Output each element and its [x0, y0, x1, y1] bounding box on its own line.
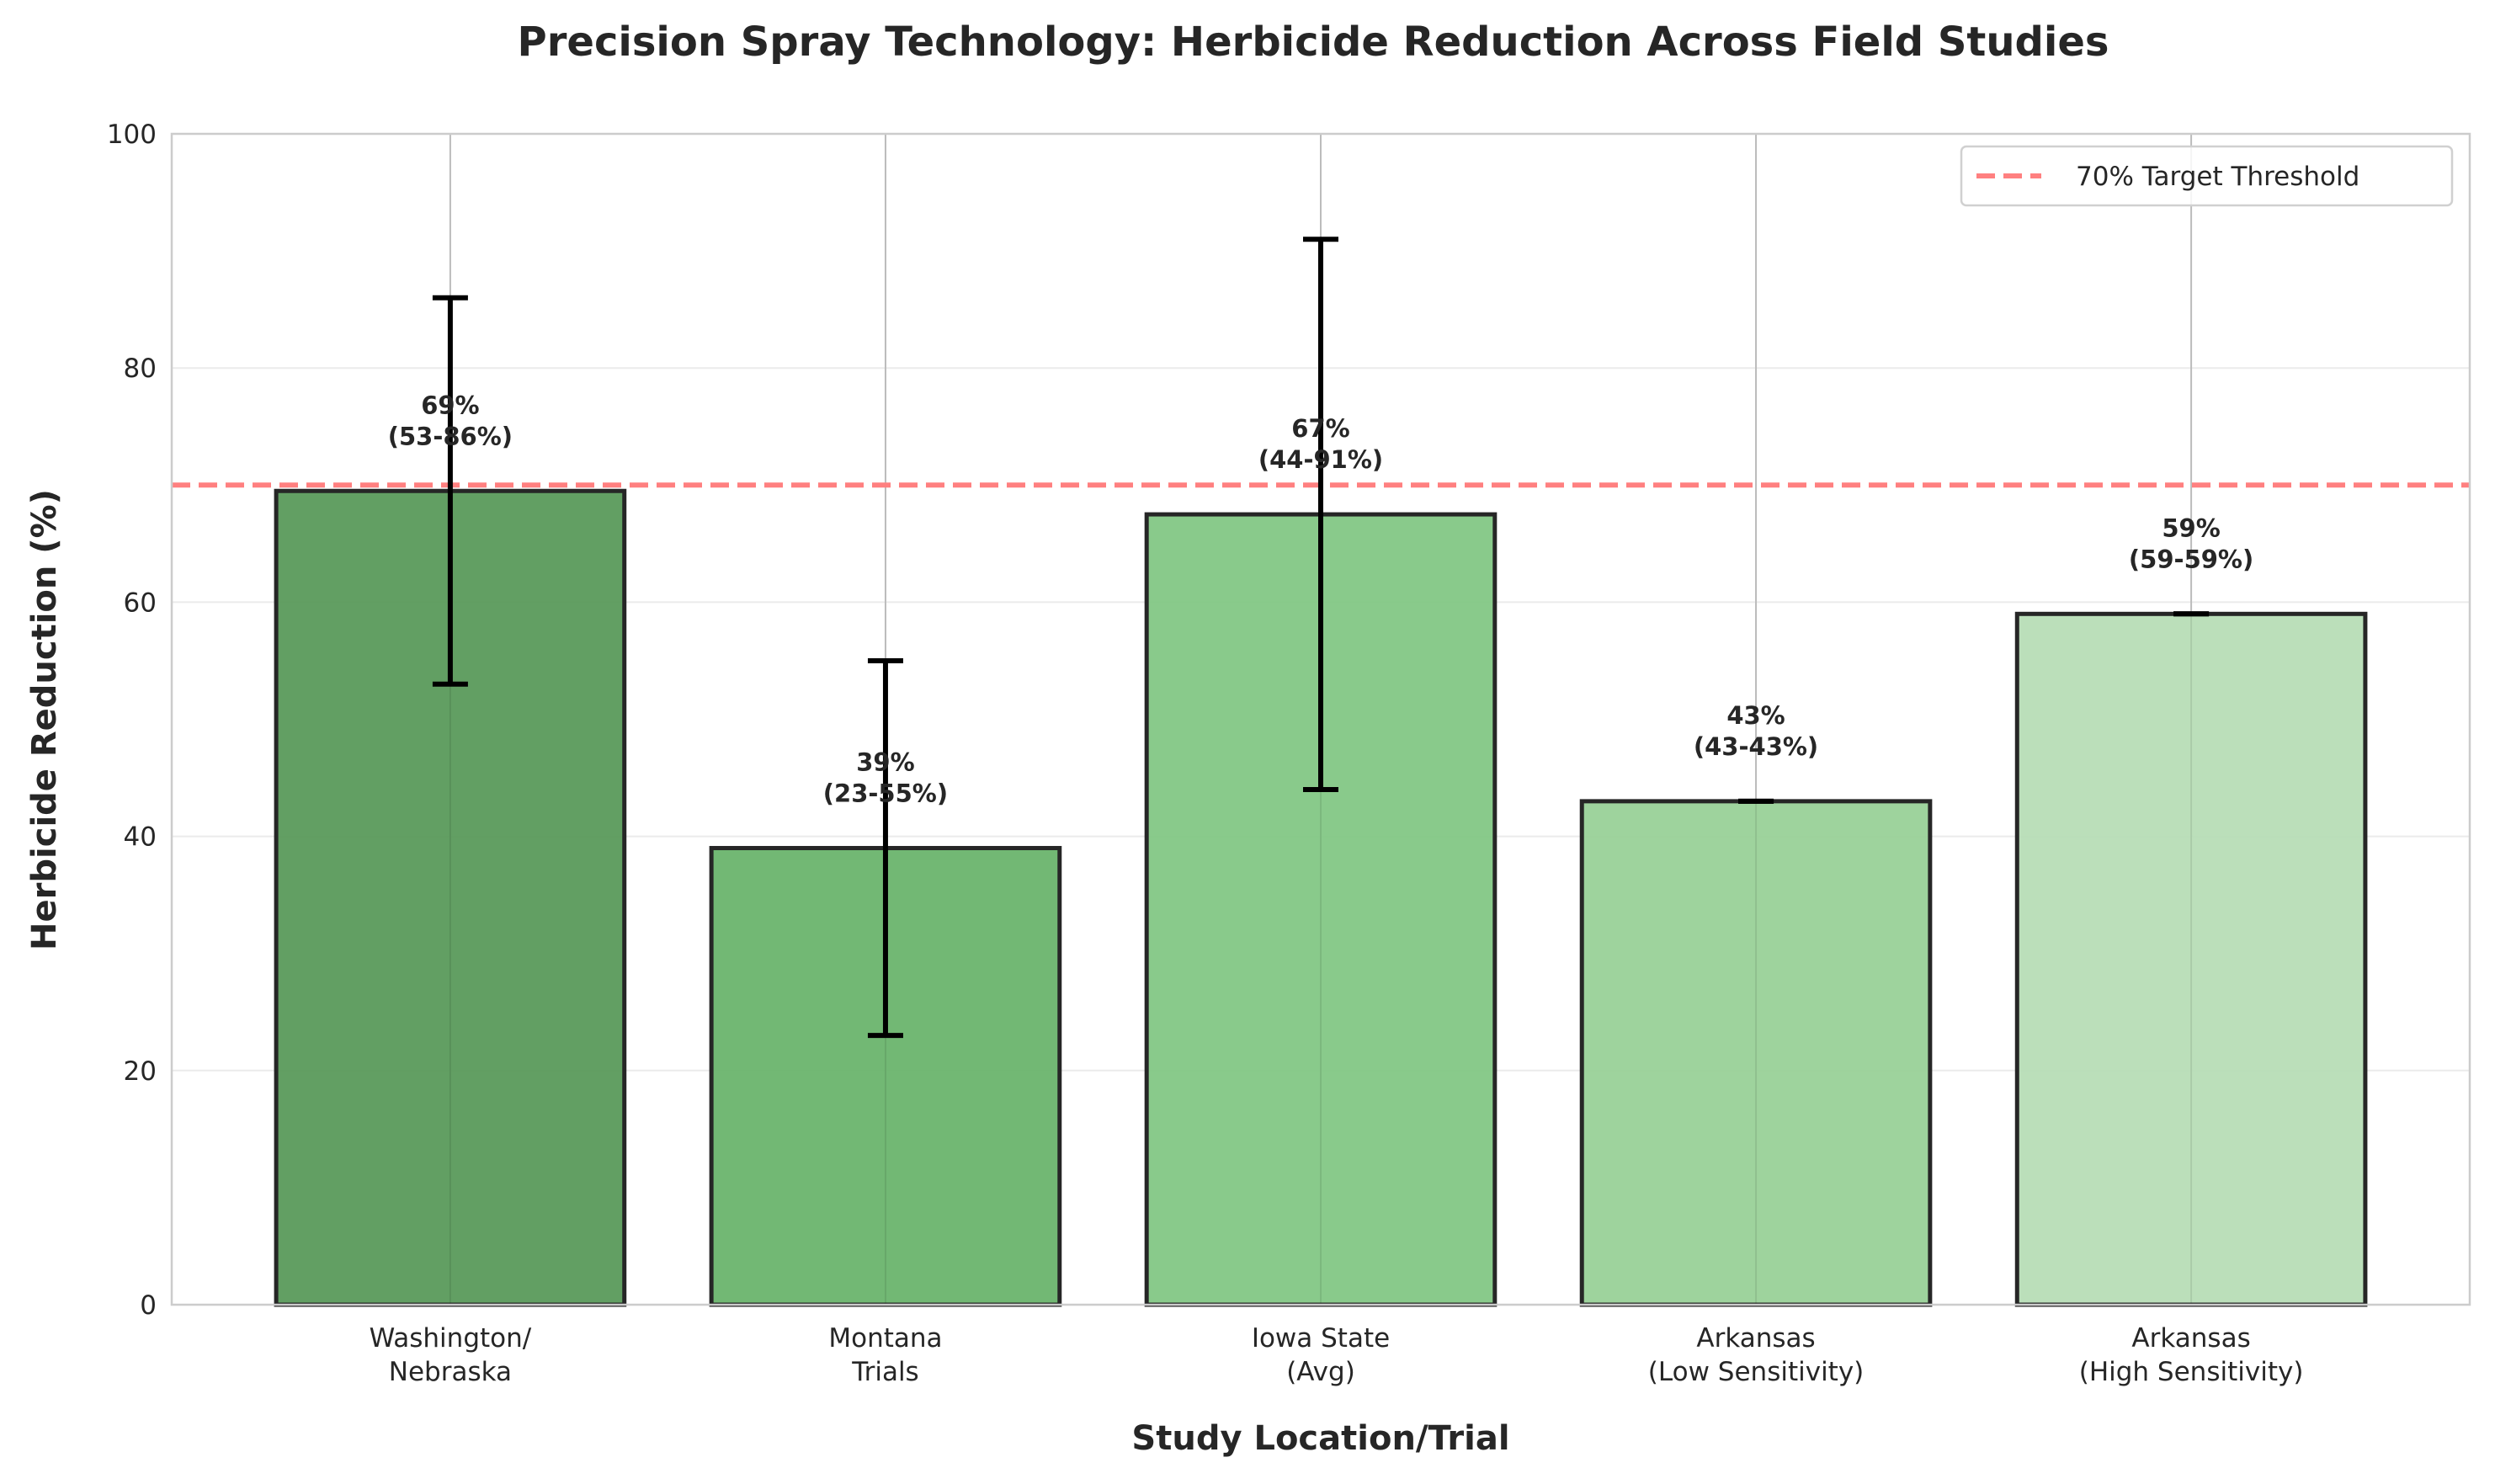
data-label-value: 67%	[1291, 414, 1349, 443]
data-label-range: (53-86%)	[388, 422, 513, 450]
data-label-range: (43-43%)	[1694, 732, 1818, 761]
data-label-value: 39%	[856, 748, 914, 777]
x-tick-label: (Avg)	[1286, 1357, 1355, 1387]
x-tick-label: (High Sensitivity)	[2079, 1357, 2304, 1387]
y-tick-label: 80	[124, 354, 157, 384]
y-tick-label: 0	[140, 1290, 157, 1321]
x-tick-label: Trials	[851, 1357, 919, 1387]
x-tick-label: Iowa State	[1252, 1323, 1390, 1354]
bar	[1579, 799, 1933, 1307]
data-label-range: (23-55%)	[823, 779, 948, 808]
x-tick-label: (Low Sensitivity)	[1648, 1357, 1864, 1387]
data-label-value: 43%	[1726, 701, 1785, 730]
x-tick-label: Arkansas	[1696, 1323, 1815, 1354]
x-tick-label: Arkansas	[2131, 1323, 2250, 1354]
y-tick-label: 20	[124, 1056, 157, 1087]
bar	[2014, 611, 2368, 1307]
x-axis-label: Study Location/Trial	[1131, 1419, 1509, 1458]
y-axis-label: Herbicide Reduction (%)	[25, 489, 64, 950]
plot-frame	[170, 132, 2471, 1306]
y-tick-label: 40	[124, 822, 157, 853]
data-label-value: 59%	[2162, 513, 2220, 542]
x-tick-label: Nebraska	[389, 1357, 512, 1387]
x-tick-label: Washington/	[370, 1323, 532, 1354]
data-label-value: 69%	[421, 391, 479, 419]
data-label-range: (44-91%)	[1258, 445, 1383, 474]
y-tick-label: 60	[124, 588, 157, 618]
x-tick-label: Montana	[828, 1323, 942, 1354]
data-label-range: (59-59%)	[2129, 545, 2253, 573]
legend-box	[1960, 145, 2454, 207]
y-tick-label: 100	[107, 120, 157, 150]
legend-threshold-label: 70% Target Threshold	[2076, 162, 2359, 192]
chart-title: Precision Spray Technology: Herbicide Re…	[518, 19, 2109, 66]
